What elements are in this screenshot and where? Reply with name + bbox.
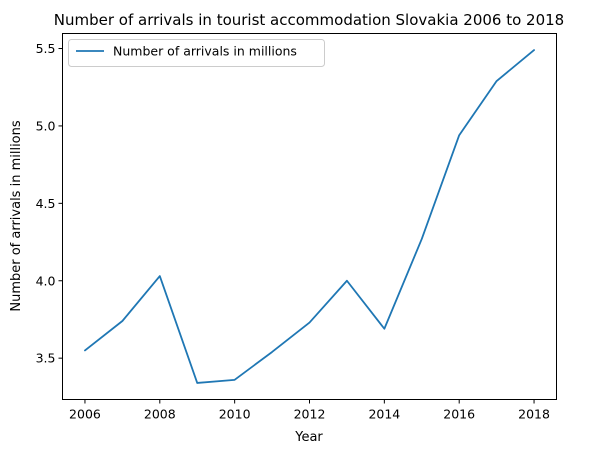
x-tick-label: 2018	[518, 407, 550, 422]
legend-label: Number of arrivals in millions	[113, 44, 297, 59]
chart-title: Number of arrivals in tourist accommodat…	[54, 11, 564, 29]
x-axis-label: Year	[294, 430, 323, 445]
legend-box	[68, 39, 325, 67]
x-tick-label: 2006	[69, 407, 101, 422]
x-tick-label: 2016	[443, 407, 475, 422]
y-axis-ticks: 3.5 4.0 4.5 5.0 5.5	[36, 41, 63, 366]
x-tick-label: 2014	[368, 407, 400, 422]
y-tick-label: 5.0	[36, 118, 56, 133]
y-tick-label: 3.5	[36, 351, 56, 366]
plot-frame	[62, 33, 557, 400]
x-tick-label: 2008	[144, 407, 176, 422]
y-axis-label: Number of arrivals in millions	[9, 120, 24, 312]
y-tick-label: 5.5	[36, 41, 56, 56]
series-line-arrivals	[84, 49, 535, 384]
y-tick-label: 4.0	[36, 273, 56, 288]
legend: Number of arrivals in millions	[68, 39, 325, 67]
y-tick-label: 4.5	[36, 196, 56, 211]
x-tick-label: 2010	[219, 407, 251, 422]
x-tick-label: 2012	[294, 407, 326, 422]
x-axis-ticks: 2006 2008 2010 2012 2014 2016 2018	[69, 399, 550, 422]
